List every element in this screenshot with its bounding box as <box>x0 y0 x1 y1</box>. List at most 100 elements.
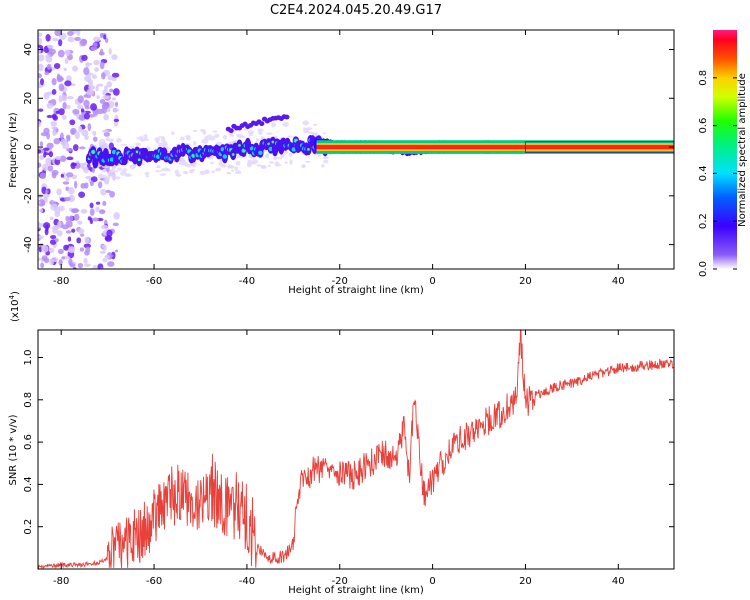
heatmap-halo-mark <box>155 139 160 144</box>
heatmap-noise-mark <box>84 113 90 120</box>
heatmap-halo-mark <box>284 161 288 164</box>
heatmap-noise-mark <box>54 238 59 243</box>
heatmap-halo-mark <box>209 135 216 141</box>
colorbar-ticks: 0.0 0.2 0.4 0.6 0.8 <box>698 70 737 277</box>
heatmap-halo-mark <box>111 165 117 169</box>
heatmap-noise-mark <box>80 108 85 113</box>
heatmap-noise-mark <box>81 54 88 61</box>
heatmap-noise-mark <box>108 48 112 55</box>
heatmap-noise-mark <box>85 62 93 66</box>
heatmap-ridge-peak <box>271 140 275 144</box>
heatmap-noise-mark <box>104 255 110 259</box>
heatmap-noise-mark <box>76 104 84 110</box>
heatmap-halo-mark <box>210 161 215 165</box>
heatmap-halo-mark <box>226 171 232 175</box>
heatmap-noise-mark <box>47 165 54 172</box>
heatmap-noise-mark <box>60 173 64 178</box>
heatmap-halo-mark <box>257 128 264 132</box>
heatmap-halo-mark <box>159 173 167 176</box>
heatmap-halo-mark <box>276 156 283 160</box>
heatmap-ridge-peak <box>242 149 246 153</box>
top-x-ticks: -80 -60 -40 -20 0 20 40 <box>53 30 625 287</box>
heatmap-halo-mark <box>184 171 188 175</box>
top-y-tick-label: 40 <box>23 43 34 56</box>
heatmap-halo-mark <box>303 127 307 132</box>
heatmap-noise-mark <box>74 36 81 41</box>
heatmap-noise-mark <box>89 202 94 209</box>
heatmap-noise-mark <box>61 256 66 260</box>
heatmap-halo-mark <box>233 139 238 144</box>
heatmap-halo-mark <box>267 164 271 167</box>
heatmap-noise-mark <box>102 257 108 263</box>
heatmap-halo-mark <box>227 164 231 169</box>
heatmap-noise-mark <box>67 187 75 195</box>
heatmap-halo-mark <box>154 170 162 173</box>
top-x-tick-label: -80 <box>53 276 69 287</box>
heatmap-noise-mark <box>42 163 50 172</box>
heatmap-halo-mark <box>287 135 293 138</box>
heatmap-halo-mark <box>247 130 254 135</box>
heatmap-noise-mark <box>101 224 109 230</box>
heatmap-noise-mark <box>65 215 70 222</box>
heatmap-noise-mark <box>74 180 78 189</box>
heatmap-noise-mark <box>46 142 54 149</box>
heatmap-noise-mark <box>41 255 48 261</box>
heatmap-noise-mark <box>38 37 43 46</box>
heatmap-halo-mark <box>234 166 239 171</box>
heatmap-noise-mark <box>81 129 89 137</box>
bottom-x-ticks: -80 -60 -40 -20 0 20 40 <box>53 330 625 587</box>
heatmap-halo-mark <box>322 156 329 160</box>
heatmap-noise-mark <box>107 261 115 267</box>
heatmap-noise-mark <box>50 235 57 240</box>
heatmap-noise-mark <box>91 74 98 79</box>
heatmap-branch-mark <box>259 121 265 127</box>
heatmap-noise-mark <box>114 101 119 107</box>
heatmap-noise-mark <box>63 244 70 251</box>
bottom-x-tick-label: 20 <box>519 576 532 587</box>
heatmap-noise-mark <box>68 246 76 254</box>
heatmap-noise-mark <box>43 151 47 158</box>
heatmap-noise-mark <box>102 229 108 236</box>
heatmap-halo-mark <box>107 174 111 180</box>
heatmap-ridge-core <box>155 154 161 159</box>
heatmap-halo-mark <box>270 122 276 128</box>
heatmap-noise-mark <box>69 119 76 126</box>
heatmap-noise-mark <box>89 180 94 187</box>
heatmap-noise-mark <box>39 141 44 147</box>
heatmap-noise-mark <box>38 54 45 62</box>
heatmap-noise-mark <box>80 233 85 237</box>
heatmap-noise-mark <box>86 88 94 96</box>
heatmap-noise-mark <box>73 213 80 221</box>
heatmap-noise-mark <box>40 262 45 269</box>
heatmap-ridge-peak <box>307 148 310 151</box>
page-title: C2E4.2024.045.20.49.G17 <box>270 3 442 18</box>
heatmap-noise-mark <box>93 136 98 142</box>
top-y-axis-label: Frequency (Hz) <box>8 112 19 188</box>
top-y-ticks: -40 -20 0 20 40 <box>23 43 674 253</box>
heatmap-noise-mark <box>49 258 54 266</box>
heatmap-noise-mark <box>101 244 107 248</box>
heatmap-noise-mark <box>99 32 104 39</box>
heatmap-noise-mark <box>106 81 113 88</box>
heatmap-noise-mark <box>114 249 119 253</box>
top-y-tick-label: -40 <box>23 236 34 252</box>
heatmap-noise-mark <box>103 131 110 137</box>
colorbar-gradient <box>713 30 737 269</box>
heatmap-band-core <box>316 144 674 150</box>
heatmap-noise-mark <box>106 229 113 238</box>
colorbar-tick-label: 0.0 <box>698 261 709 277</box>
heatmap-noise-mark <box>52 131 58 135</box>
heatmap-halo-mark <box>289 159 293 165</box>
heatmap-noise-mark <box>103 176 110 185</box>
heatmap-noise-mark <box>84 263 91 267</box>
heatmap-noise-mark <box>45 157 52 166</box>
heatmap-halo-mark <box>184 135 191 138</box>
heatmap-noise-mark <box>111 54 118 60</box>
heatmap-halo-mark <box>273 156 278 161</box>
colorbar-tick-label: 0.8 <box>698 70 709 86</box>
heatmap-noise-mark <box>38 32 43 37</box>
heatmap-noise-mark <box>91 166 95 173</box>
heatmap-noise-mark <box>95 201 101 205</box>
bottom-y-ticks: 0.2 0.4 0.6 0.8 1.0 <box>23 350 674 535</box>
heatmap-halo-mark <box>143 138 150 141</box>
